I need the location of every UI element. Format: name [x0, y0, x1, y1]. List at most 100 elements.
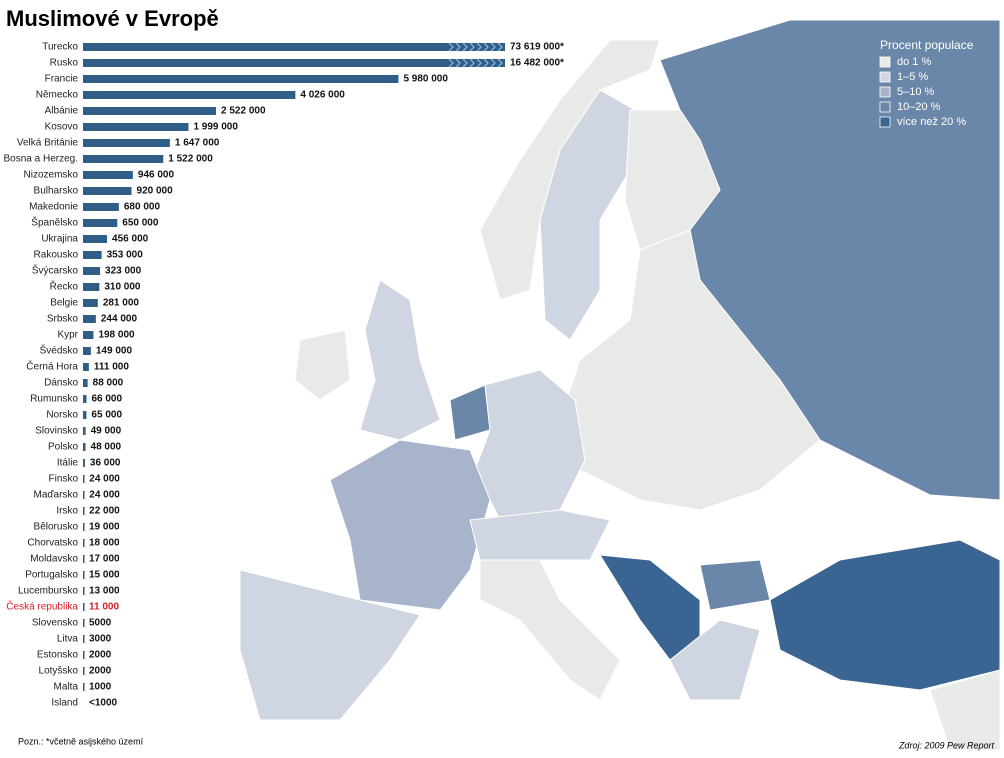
value-label: 4 026 000 — [300, 90, 345, 101]
break-mark — [448, 42, 454, 52]
bar — [83, 347, 91, 355]
bar — [83, 683, 85, 691]
legend-swatch — [879, 86, 891, 98]
east-europe — [559, 229, 821, 511]
break-mark — [490, 42, 496, 52]
y-tick-label: Maďarsko — [34, 490, 79, 501]
value-label: 49 000 — [91, 426, 122, 437]
y-tick-label: Německo — [36, 90, 79, 101]
legend-title: Procent populace — [880, 38, 974, 52]
norway — [479, 39, 661, 301]
value-label: 198 000 — [98, 330, 135, 341]
bar — [83, 603, 85, 611]
note: Pozn.: *včetně asijského území — [18, 736, 144, 746]
value-label: <1000 — [89, 698, 118, 709]
legend: Procent populace do 1 % 1–5 % 5–10 % 10–20 %… — [879, 38, 974, 128]
value-label: 17 000 — [89, 554, 120, 565]
value-label: 48 000 — [91, 442, 122, 453]
value-label: 11 000 — [89, 602, 119, 613]
y-tick-label: Albánie — [45, 106, 79, 117]
greece — [669, 619, 761, 701]
bar — [83, 411, 87, 419]
value-label: 1 522 000 — [168, 154, 213, 165]
y-tick-label: Kypr — [57, 330, 78, 341]
sweden — [539, 89, 636, 341]
value-label: 2000 — [89, 650, 112, 661]
bar — [83, 539, 85, 547]
y-tick-label: Makedonie — [29, 202, 78, 213]
value-label: 24 000 — [89, 474, 120, 485]
y-tick-label: Švýcarsko — [32, 264, 79, 277]
bar — [83, 491, 85, 499]
bar — [83, 107, 217, 115]
y-tick-label: Litva — [57, 634, 79, 645]
value-label: 1 647 000 — [175, 138, 220, 149]
bar — [83, 139, 170, 147]
bar — [83, 171, 133, 179]
y-tick-label: Řecko — [50, 280, 79, 293]
bar — [83, 667, 85, 675]
ireland — [294, 329, 351, 401]
y-tick-label: Polsko — [48, 442, 78, 453]
y-tick-label: Turecko — [42, 42, 78, 53]
y-tick-label: Norsko — [46, 410, 78, 421]
break-mark — [469, 42, 475, 52]
map — [239, 19, 1001, 751]
balkans — [599, 554, 701, 661]
break-mark — [462, 58, 468, 68]
bar — [83, 443, 86, 451]
y-tick-label: Česká republika — [6, 600, 78, 613]
break-mark — [497, 42, 503, 52]
turkey — [769, 539, 1001, 691]
value-label: 66 000 — [91, 394, 122, 405]
value-label: 2 522 000 — [221, 106, 266, 117]
value-label: 15 000 — [89, 570, 120, 581]
value-label: 65 000 — [91, 410, 122, 421]
break-mark — [483, 58, 489, 68]
value-label: 680 000 — [124, 202, 161, 213]
value-label: 650 000 — [122, 218, 159, 229]
bar — [83, 475, 85, 483]
bar — [83, 619, 85, 627]
bar — [83, 363, 89, 371]
value-label: 310 000 — [104, 282, 141, 293]
france — [329, 439, 491, 611]
y-tick-label: Rakousko — [34, 250, 79, 261]
bar — [83, 315, 96, 323]
break-mark — [490, 58, 496, 68]
y-tick-label: Bulharsko — [34, 186, 79, 197]
value-label: 323 000 — [105, 266, 142, 277]
legend-swatch — [879, 71, 891, 83]
value-label: 1000 — [89, 682, 112, 693]
break-mark — [455, 42, 461, 52]
y-tick-label: Černá Hora — [26, 360, 78, 373]
value-label: 22 000 — [89, 506, 120, 517]
value-label: 5000 — [89, 618, 112, 629]
break-mark — [483, 42, 489, 52]
value-label: 111 000 — [94, 362, 129, 373]
bar — [83, 43, 505, 51]
bar — [83, 395, 87, 403]
y-tick-label: Francie — [45, 74, 79, 85]
y-tick-label: Lotyšsko — [39, 666, 79, 677]
y-tick-label: Nizozemsko — [24, 170, 79, 181]
y-tick-label: Moldavsko — [30, 554, 78, 565]
y-tick-label: Kosovo — [45, 122, 79, 133]
plot-area — [83, 42, 505, 691]
bar — [83, 507, 85, 515]
bar — [83, 379, 88, 387]
near-east — [929, 669, 1001, 751]
bar — [83, 267, 101, 275]
bar — [83, 587, 85, 595]
y-tick-label: Ukrajina — [41, 234, 78, 245]
break-mark — [455, 58, 461, 68]
legend-swatch — [879, 116, 891, 128]
value-label: 18 000 — [89, 538, 120, 549]
y-tick-label: Estonsko — [37, 650, 79, 661]
break-mark — [476, 42, 482, 52]
source: Zdroj: 2009 Pew Report — [898, 740, 995, 750]
break-mark — [497, 58, 503, 68]
y-tick-label: Velká Británie — [17, 138, 79, 149]
bar — [83, 427, 86, 435]
